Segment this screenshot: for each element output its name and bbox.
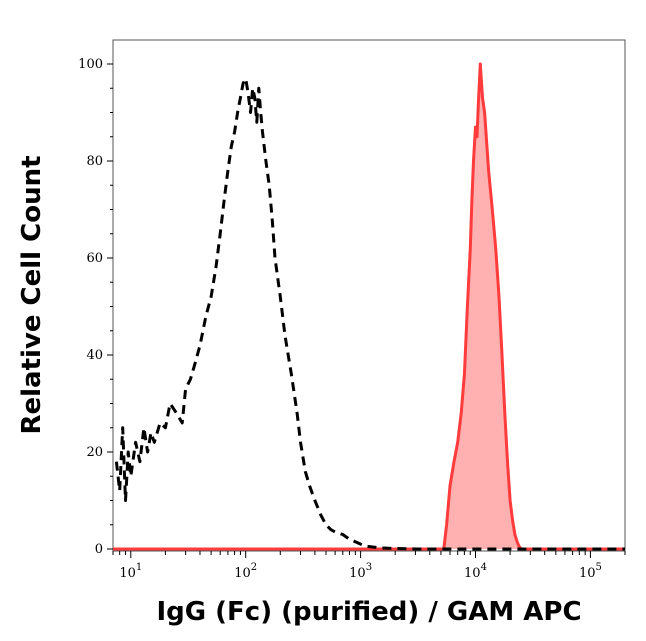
x-tick-label: 103 bbox=[349, 562, 372, 581]
y-tick-label: 0 bbox=[95, 542, 103, 557]
series-1-line bbox=[113, 62, 625, 551]
y-tick-label: 40 bbox=[86, 348, 103, 363]
series-0-line bbox=[114, 77, 625, 551]
y-axis-ticks: 0 20 40 60 80 100 bbox=[78, 57, 113, 557]
x-tick-label: 104 bbox=[464, 562, 487, 581]
series-1-fill bbox=[113, 64, 625, 549]
x-axis-ticks: 101 102 103 104 105 bbox=[112, 551, 626, 581]
x-tick-label: 102 bbox=[234, 562, 257, 581]
y-tick-label: 60 bbox=[86, 251, 103, 266]
y-tick-label: 20 bbox=[86, 445, 103, 460]
series-layer bbox=[113, 62, 625, 551]
x-axis-label: IgG (Fc) (purified) / GAM APC bbox=[156, 597, 581, 627]
x-tick-label: 105 bbox=[579, 562, 602, 581]
x-tick-label: 101 bbox=[119, 562, 142, 581]
y-axis-label: Relative Cell Count bbox=[17, 155, 47, 434]
y-tick-label: 80 bbox=[86, 154, 103, 169]
y-tick-label: 100 bbox=[78, 57, 103, 72]
plot-frame bbox=[112, 39, 626, 552]
